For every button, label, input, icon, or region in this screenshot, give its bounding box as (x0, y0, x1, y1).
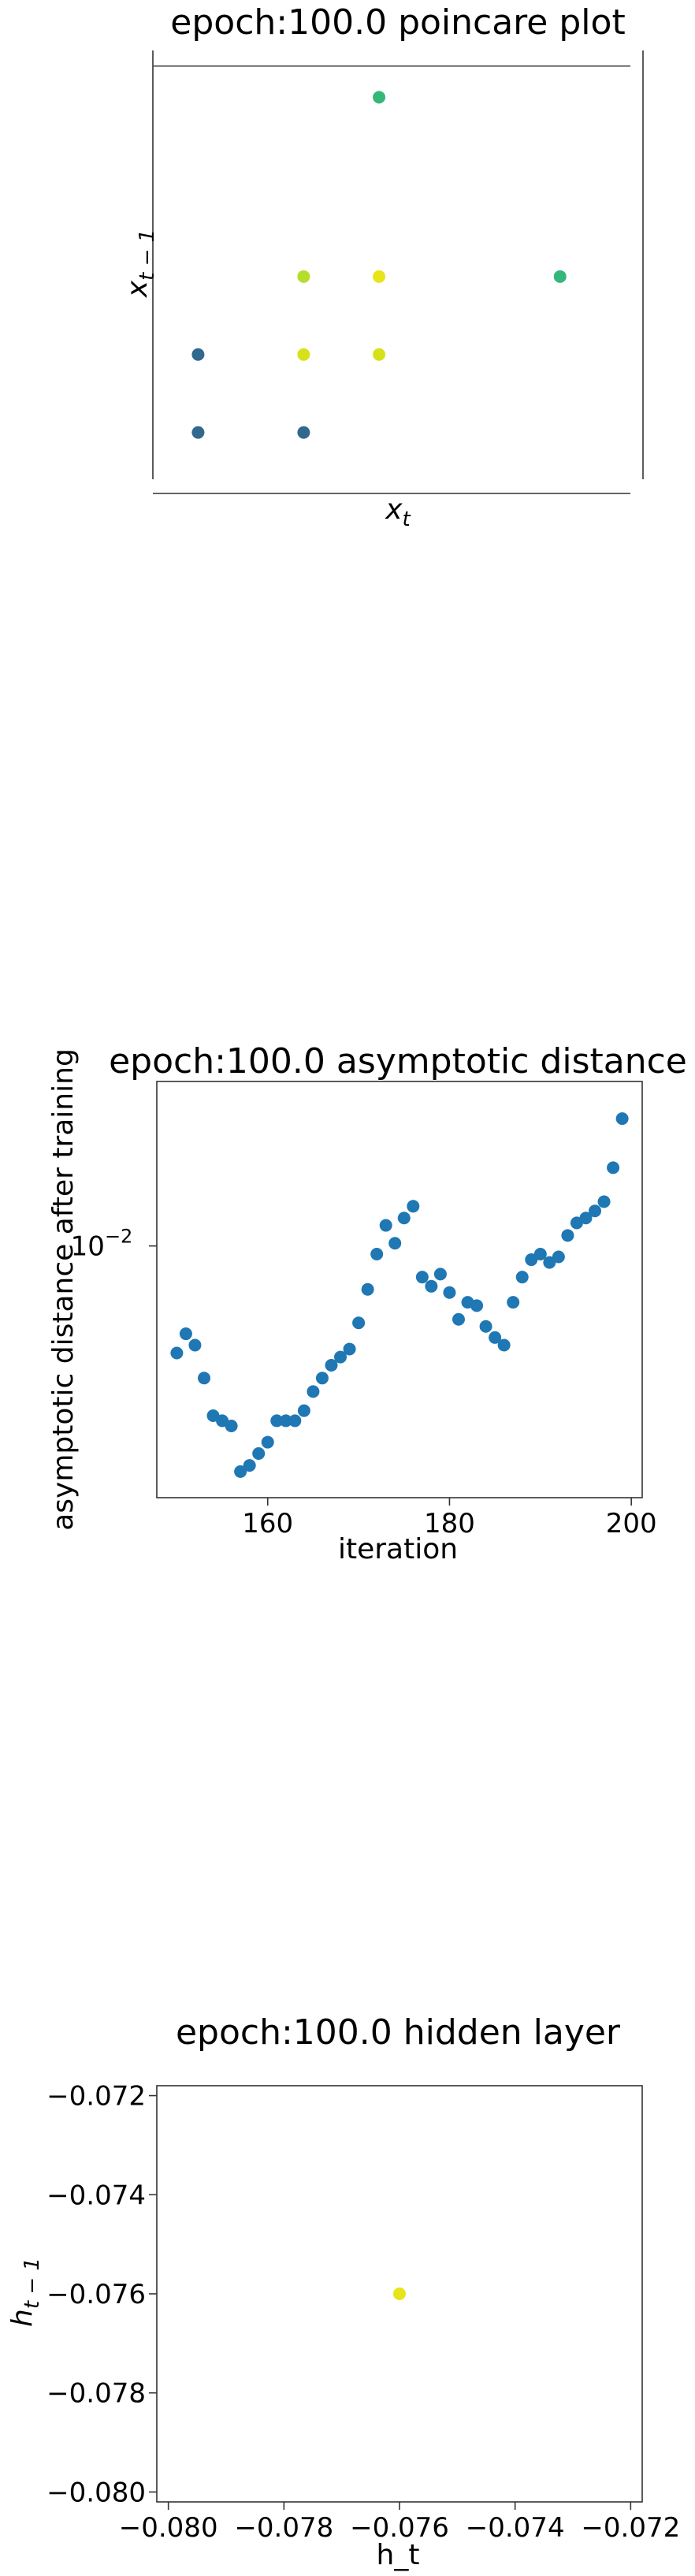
asymptotic-point (279, 1414, 292, 1428)
asymptotic-point (489, 1331, 502, 1344)
poincare-x-label-base: x (385, 493, 403, 526)
asymptotic-point (552, 1250, 565, 1264)
asymptotic-point (379, 1219, 392, 1232)
poincare-y-label-sub: t − 1 (136, 229, 159, 281)
asymptotic-point (179, 1327, 192, 1341)
asymptotic-point (343, 1342, 356, 1356)
hidden-y-tick-label: −0.076 (46, 2279, 146, 2310)
hidden-x-ticks: −0.080 −0.078 −0.076 −0.074 −0.072 (119, 2502, 680, 2544)
poincare-point (373, 348, 386, 361)
asymptotic-point (252, 1447, 266, 1461)
poincare-point (553, 270, 567, 283)
poincare-y-label: xt − 1 (121, 229, 159, 298)
asymptotic-point (452, 1312, 465, 1326)
asymptotic-x-label: iteration (338, 1533, 458, 1565)
asymptotic-point (297, 1404, 310, 1417)
asymptotic-plot-frame (156, 1081, 643, 1498)
asymptotic-point (433, 1268, 447, 1281)
asymptotic-y-label: asymptotic distance after training (47, 1048, 80, 1531)
hidden-y-tick-label: −0.080 (46, 2477, 146, 2508)
hidden-x-tick-label: −0.080 (119, 2512, 218, 2544)
hidden-y-label: ht − 1 (6, 2258, 44, 2327)
asymptotic-point (507, 1296, 520, 1309)
asymptotic-point (288, 1414, 302, 1428)
poincare-x-label-sub: t (403, 508, 411, 531)
hidden-y-label-base: h (6, 2309, 39, 2327)
hidden-x-tick-label: −0.072 (581, 2512, 680, 2544)
asymptotic-point (361, 1282, 374, 1296)
asymptotic-point (470, 1299, 484, 1312)
asymptotic-points (170, 1112, 629, 1478)
asymptotic-point (261, 1435, 274, 1449)
asymptotic-point (589, 1204, 602, 1218)
poincare-x-label: xt (385, 493, 411, 531)
poincare-chart: epoch:100.0 poincare plot xt xt − 1 (121, 2, 644, 531)
hidden-x-tick-label: −0.074 (466, 2512, 565, 2544)
asymptotic-point (170, 1346, 184, 1360)
asymptotic-x-tick-label: 200 (606, 1508, 657, 1539)
poincare-point (297, 426, 310, 439)
asymptotic-point (597, 1195, 611, 1208)
asymptotic-y-ticks: 10−2 (71, 1226, 157, 1263)
poincare-point (373, 91, 386, 104)
asymptotic-point (270, 1414, 284, 1428)
hidden-title: epoch:100.0 hidden layer (176, 2012, 621, 2053)
asymptotic-point (307, 1385, 320, 1398)
asymptotic-point (352, 1316, 366, 1330)
asymptotic-point (579, 1212, 593, 1225)
hidden-y-tick-label: −0.074 (46, 2180, 146, 2211)
asymptotic-title: epoch:100.0 asymptotic distance (109, 1041, 687, 1081)
hidden-x-tick-label: −0.076 (350, 2512, 449, 2544)
asymptotic-point (515, 1271, 529, 1284)
hidden-x-label: h_t (377, 2539, 420, 2571)
poincare-y-label-base: x (121, 280, 154, 298)
asymptotic-point (607, 1161, 620, 1174)
hidden-y-label-sub: t − 1 (20, 2258, 44, 2309)
asymptotic-point (533, 1247, 547, 1260)
hidden-y-tick-label: −0.072 (46, 2081, 146, 2113)
poincare-title: epoch:100.0 poincare plot (170, 2, 625, 43)
hidden-points (393, 2288, 406, 2300)
asymptotic-x-tick-label: 160 (242, 1508, 293, 1539)
poincare-point (373, 270, 386, 283)
asymptotic-point (388, 1237, 402, 1250)
asymptotic-point (188, 1338, 202, 1352)
asymptotic-chart: epoch:100.0 asymptotic distance 160 180 20… (47, 1041, 687, 1565)
asymptotic-point (234, 1465, 247, 1478)
asymptotic-point (543, 1256, 556, 1269)
poincare-point (191, 426, 205, 439)
asymptotic-point (415, 1271, 429, 1284)
asymptotic-point (615, 1112, 629, 1126)
poincare-point (191, 348, 205, 361)
asymptotic-point (225, 1420, 238, 1433)
asymptotic-y-tick-label: 10−2 (71, 1226, 133, 1263)
asymptotic-point (525, 1253, 538, 1267)
asymptotic-point (561, 1229, 574, 1242)
asymptotic-point (443, 1286, 456, 1299)
asymptotic-point (397, 1212, 411, 1225)
asymptotic-point (497, 1338, 511, 1352)
hidden-point (393, 2288, 406, 2300)
asymptotic-x-ticks: 160 180 200 (242, 1498, 657, 1539)
poincare-point (297, 270, 310, 283)
asymptotic-point (425, 1279, 438, 1293)
hidden-y-ticks: −0.072 −0.074 −0.076 −0.078 −0.080 (46, 2081, 157, 2508)
asymptotic-point (315, 1372, 329, 1385)
poincare-point (297, 348, 310, 361)
asymptotic-point (197, 1372, 210, 1385)
asymptotic-point (243, 1459, 256, 1472)
hidden-x-tick-label: −0.078 (234, 2512, 333, 2544)
hidden-layer-chart: epoch:100.0 hidden layer −0.080 −0.078 −0.… (6, 2012, 680, 2571)
asymptotic-point (479, 1320, 492, 1333)
poincare-points (191, 91, 567, 439)
asymptotic-point (370, 1247, 384, 1260)
asymptotic-point (407, 1200, 420, 1213)
asymptotic-point (325, 1359, 338, 1372)
asymptotic-point (334, 1350, 348, 1364)
hidden-y-tick-label: −0.078 (46, 2378, 146, 2410)
asymptotic-x-tick-label: 180 (424, 1508, 475, 1539)
